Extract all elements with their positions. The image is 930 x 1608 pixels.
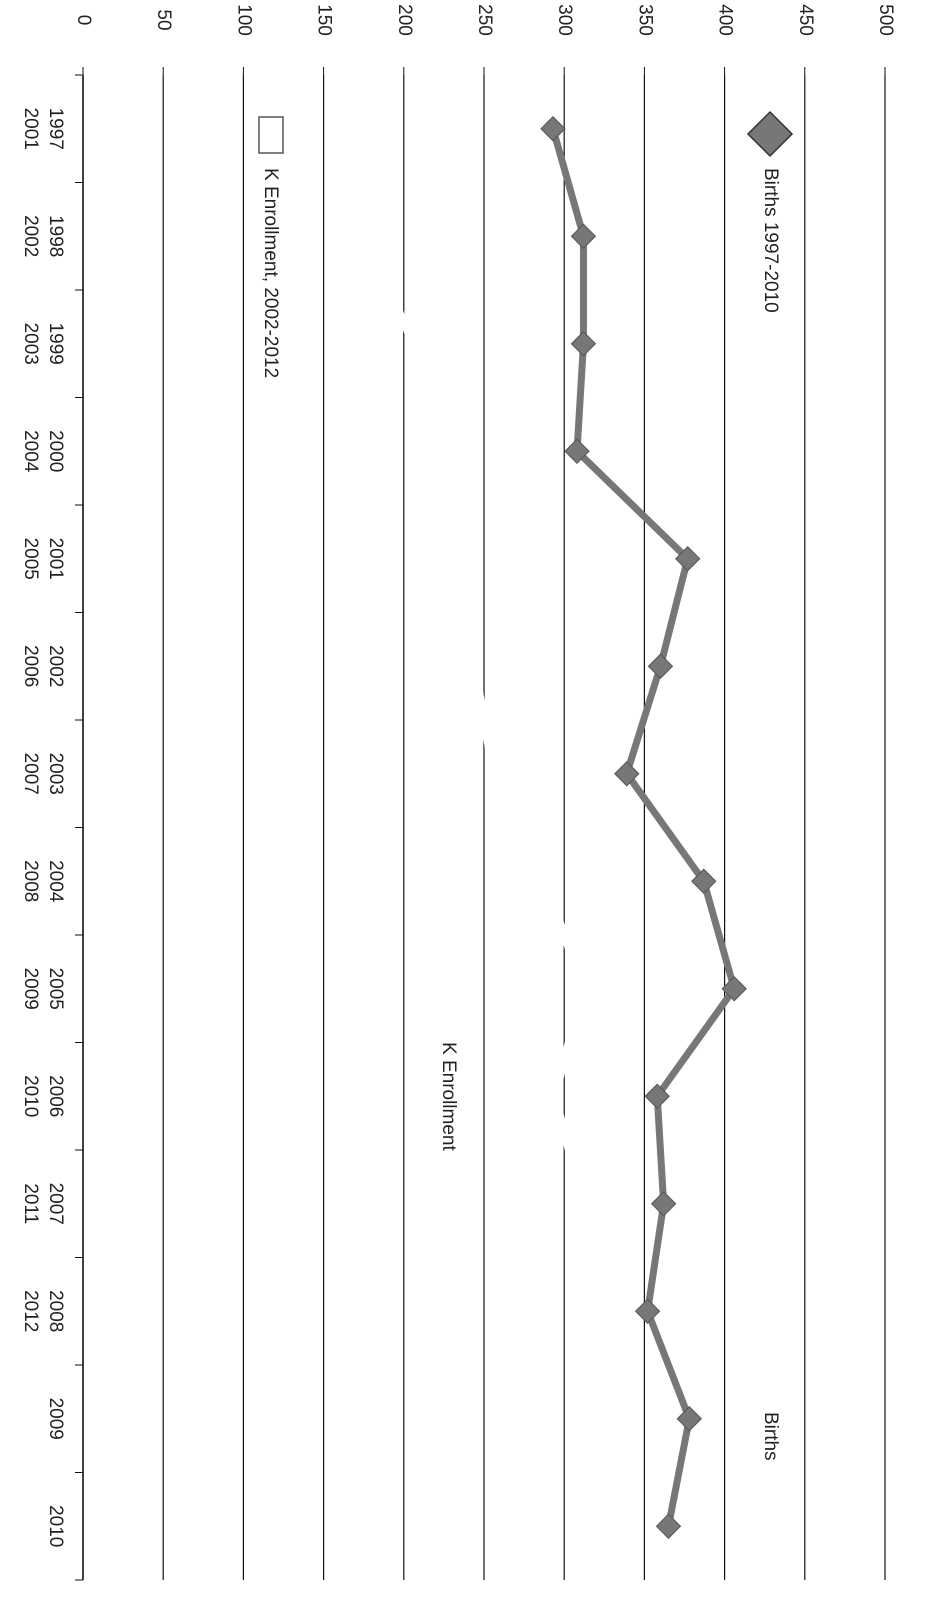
category-label-2: 2007 (20, 753, 41, 795)
marker (634, 1298, 661, 1324)
category-label-2: 2009 (20, 968, 41, 1010)
marker (540, 116, 566, 142)
value-tick-label: 500 (875, 4, 896, 36)
marker (570, 223, 597, 249)
marker (614, 761, 640, 787)
value-tick-label: 450 (795, 4, 816, 36)
value-tick-label: 0 (73, 15, 94, 26)
marker (647, 653, 674, 679)
marker (570, 331, 597, 357)
marker (691, 868, 717, 894)
category-label: 2000 (45, 430, 66, 472)
series-line (368, 235, 600, 1312)
value-tick-label: 250 (474, 4, 495, 36)
marker (644, 1083, 670, 1109)
marker (676, 1406, 703, 1432)
category-label: 2004 (45, 860, 66, 903)
category-label-2: 2002 (20, 215, 41, 257)
category-label-2: 2010 (20, 1075, 41, 1117)
value-tick-label: 400 (715, 4, 736, 36)
category-label: 1998 (45, 215, 66, 257)
legend-marker (258, 116, 284, 154)
category-label-2: 2006 (20, 645, 41, 687)
category-label: 2001 (45, 538, 66, 580)
category-label-2: 2005 (20, 538, 41, 580)
category-label: 2003 (45, 753, 66, 795)
value-tick-label: 150 (314, 4, 335, 36)
marker (655, 1513, 682, 1539)
category-label: 1999 (45, 323, 66, 365)
category-label: 2007 (45, 1183, 66, 1225)
category-label: 2006 (45, 1075, 66, 1117)
value-tick-label: 350 (634, 4, 655, 36)
annotation: K Enrollment (438, 1042, 459, 1151)
category-label: 2008 (45, 1290, 66, 1332)
series-line (549, 127, 738, 1527)
category-label: 1997 (45, 108, 66, 150)
marker (650, 1191, 677, 1217)
category-label-2: 2008 (20, 860, 41, 902)
value-tick-label: 300 (554, 4, 575, 36)
legend-label: Births 1997-2010 (760, 168, 781, 313)
marker (721, 976, 747, 1002)
category-label: 2009 (45, 1398, 66, 1440)
category-label-2: 2012 (20, 1290, 41, 1332)
category-label: 2010 (45, 1505, 66, 1547)
marker (675, 546, 701, 572)
legend-label: K Enrollment, 2002-2012 (260, 168, 281, 378)
legend-marker (746, 110, 794, 158)
category-label: 2005 (45, 968, 66, 1010)
category-label: 2002 (45, 645, 66, 687)
value-tick-label: 200 (394, 4, 415, 36)
value-tick-label: 50 (153, 9, 174, 30)
marker (564, 438, 590, 464)
category-label-2: 2004 (20, 430, 41, 473)
annotation: Births (760, 1412, 781, 1461)
category-label-2: 2003 (20, 323, 41, 365)
value-tick-label: 100 (233, 4, 254, 36)
category-label-2: 2001 (20, 108, 41, 150)
category-label-2: 2011 (20, 1183, 41, 1224)
